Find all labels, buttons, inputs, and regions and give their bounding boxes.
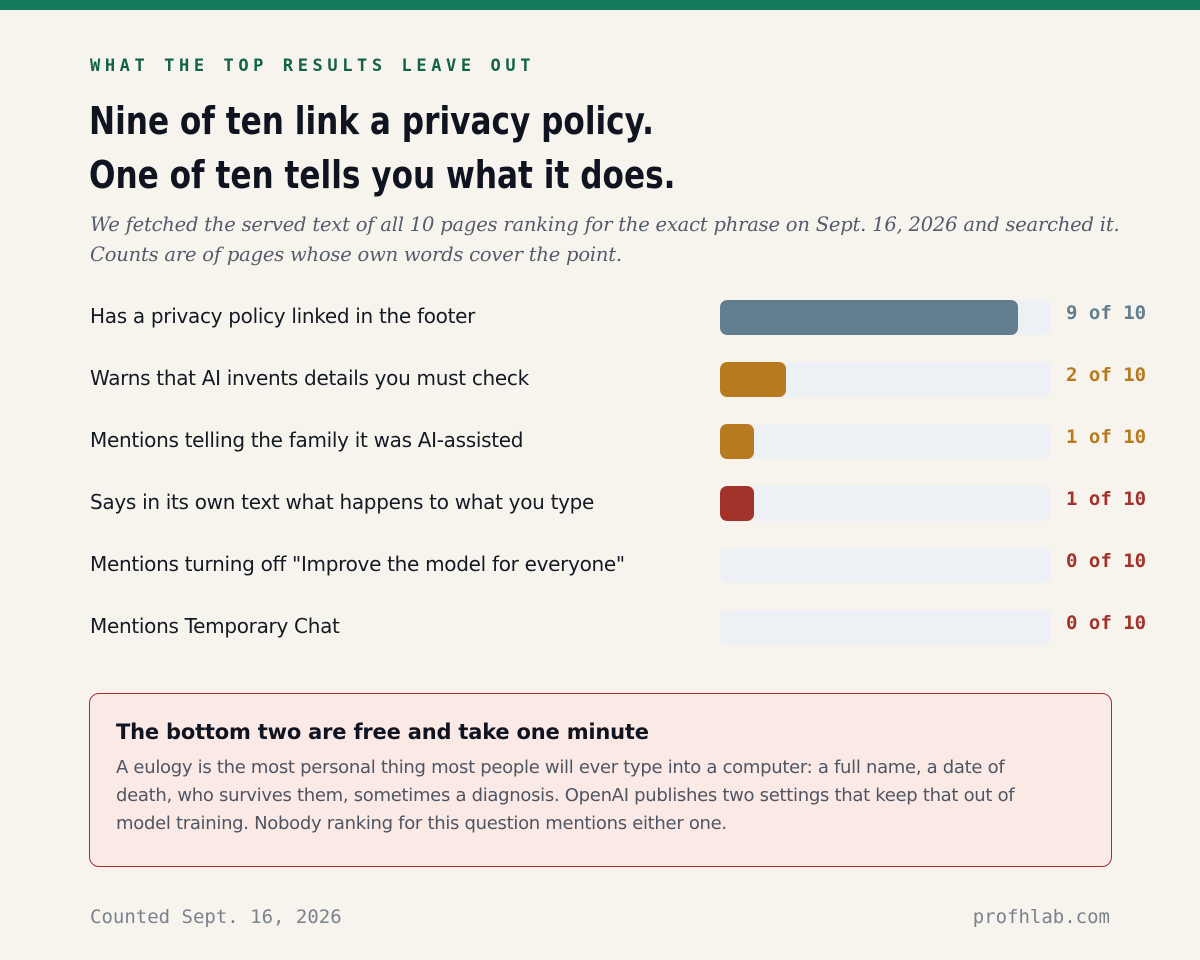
subtitle: We fetched the served text of all 10 pag… [90, 210, 1140, 270]
bar-value-label: 2 of 10 [1066, 364, 1147, 386]
bar-row: Has a privacy policy linked in the foote… [0, 300, 1200, 336]
subtitle-line-2: Counts are of pages whose own words cove… [90, 243, 622, 266]
callout-line: model training. Nobody ranking for this … [116, 813, 727, 834]
subtitle-line-1: We fetched the served text of all 10 pag… [90, 213, 1120, 236]
bar-row: Says in its own text what happens to wha… [0, 486, 1200, 522]
bar-track [720, 362, 1051, 397]
bar-value-label: 9 of 10 [1066, 302, 1147, 324]
footer-site: profhlab.com [972, 906, 1110, 928]
bar-track [720, 610, 1051, 645]
bar-value-label: 0 of 10 [1066, 550, 1147, 572]
bar-track [720, 300, 1051, 335]
bar-label: Mentions Temporary Chat [90, 614, 340, 638]
bar-value-label: 1 of 10 [1066, 426, 1147, 448]
callout-body: A eulogy is the most personal thing most… [116, 754, 1086, 838]
bar-track [720, 424, 1051, 459]
bar [720, 486, 754, 521]
bar-row: Mentions telling the family it was AI-as… [0, 424, 1200, 460]
callout-title: The bottom two are free and take one min… [116, 720, 649, 744]
bar [720, 424, 754, 459]
kicker: WHAT THE TOP RESULTS LEAVE OUT [90, 56, 536, 76]
bar-label: Has a privacy policy linked in the foote… [90, 304, 476, 328]
bar-value-label: 0 of 10 [1066, 612, 1147, 634]
bar-label: Mentions telling the family it was AI-as… [90, 428, 524, 452]
bar-row: Mentions Temporary Chat 0 of 10 [0, 610, 1200, 646]
title-line-1: Nine of ten link a privacy policy. [89, 99, 654, 143]
callout-line: A eulogy is the most personal thing most… [116, 757, 1005, 778]
bar-track [720, 548, 1051, 583]
bar-label: Says in its own text what happens to wha… [90, 490, 595, 514]
bar-label: Warns that AI invents details you must c… [90, 366, 529, 390]
bar [720, 362, 787, 397]
callout-box: The bottom two are free and take one min… [89, 693, 1112, 867]
bar-track [720, 486, 1051, 521]
top-accent-bar [0, 0, 1200, 10]
bar-row: Warns that AI invents details you must c… [0, 362, 1200, 398]
footer-date: Counted Sept. 16, 2026 [90, 906, 342, 928]
callout-line: death, who survives them, sometimes a di… [116, 785, 1015, 806]
bar-value-label: 1 of 10 [1066, 488, 1147, 510]
title-line-2: One of ten tells you what it does. [89, 153, 676, 197]
bar-row: Mentions turning off "Improve the model … [0, 548, 1200, 584]
page-title: Nine of ten link a privacy policy. One o… [89, 94, 675, 202]
bar [720, 300, 1018, 335]
bar-label: Mentions turning off "Improve the model … [90, 552, 625, 576]
